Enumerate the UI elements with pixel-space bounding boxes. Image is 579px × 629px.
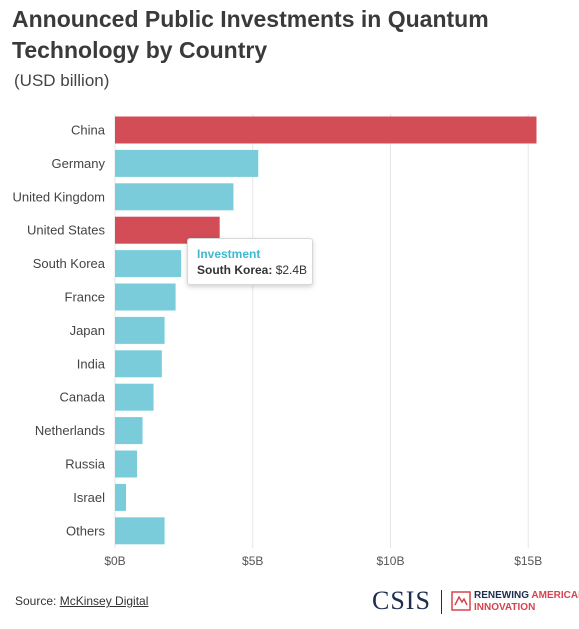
bar-others[interactable]	[115, 517, 165, 545]
y-category-label: Russia	[65, 457, 106, 472]
logo-american: AMERICAN	[531, 590, 579, 601]
logo-divider	[441, 590, 442, 614]
logo-innovation: INNOVATION	[474, 602, 536, 613]
bars	[115, 116, 537, 545]
x-tick-label: $15B	[514, 554, 542, 568]
bar-china[interactable]	[115, 116, 537, 144]
tooltip: Investment South Korea: $2.4B	[187, 238, 313, 285]
footer-logos: CSIS RENEWING AMERICAN INNOVATION	[372, 586, 579, 618]
bar-russia[interactable]	[115, 450, 138, 478]
csis-logo: CSIS	[372, 586, 431, 615]
x-tick-label: $10B	[376, 554, 404, 568]
tooltip-label: South Korea:	[197, 263, 273, 277]
bar-germany[interactable]	[115, 149, 259, 177]
chart-title: Announced Public Investments in Quantum …	[12, 6, 489, 63]
bar-united-kingdom[interactable]	[115, 183, 234, 211]
source-link[interactable]: McKinsey Digital	[59, 594, 149, 608]
grid-lines	[114, 114, 529, 548]
y-axis-labels: China Germany United Kingdom United States S…	[13, 123, 106, 539]
y-category-label: India	[77, 356, 106, 371]
source-prefix: Source:	[15, 594, 57, 608]
y-category-label: United States	[27, 223, 106, 238]
renewing-american-innovation-icon	[451, 591, 471, 611]
x-axis-labels: $0B $5B $10B $15B	[104, 554, 542, 568]
x-tick-label: $0B	[104, 554, 125, 568]
y-category-label: Netherlands	[35, 423, 106, 438]
renewing-american-innovation-logo: RENEWING AMERICAN INNOVATION	[474, 590, 579, 614]
bar-india[interactable]	[115, 350, 162, 378]
y-category-label: Germany	[52, 156, 106, 171]
chart-subtitle: (USD billion)	[14, 71, 110, 90]
bar-south-korea[interactable]	[115, 250, 182, 278]
x-tick-label: $5B	[242, 554, 263, 568]
logo-renewing: RENEWING	[474, 590, 529, 601]
bar-canada[interactable]	[115, 383, 154, 411]
y-category-label: Others	[66, 523, 106, 538]
y-category-label: Israel	[73, 490, 105, 505]
y-category-label: Canada	[59, 390, 105, 405]
bar-japan[interactable]	[115, 316, 165, 344]
y-category-label: South Korea	[33, 256, 106, 271]
bar-france[interactable]	[115, 283, 176, 311]
bar-israel[interactable]	[115, 483, 127, 511]
y-category-label: China	[71, 123, 106, 138]
tooltip-series: Investment	[197, 247, 261, 261]
source-note: Source: McKinsey Digital	[15, 594, 148, 608]
tooltip-value: $2.4B	[275, 263, 308, 277]
y-category-label: United Kingdom	[13, 189, 106, 204]
y-category-label: Japan	[70, 323, 105, 338]
y-category-label: France	[65, 290, 105, 305]
tooltip-body: South Korea: $2.4B	[197, 262, 307, 279]
bar-netherlands[interactable]	[115, 417, 143, 445]
